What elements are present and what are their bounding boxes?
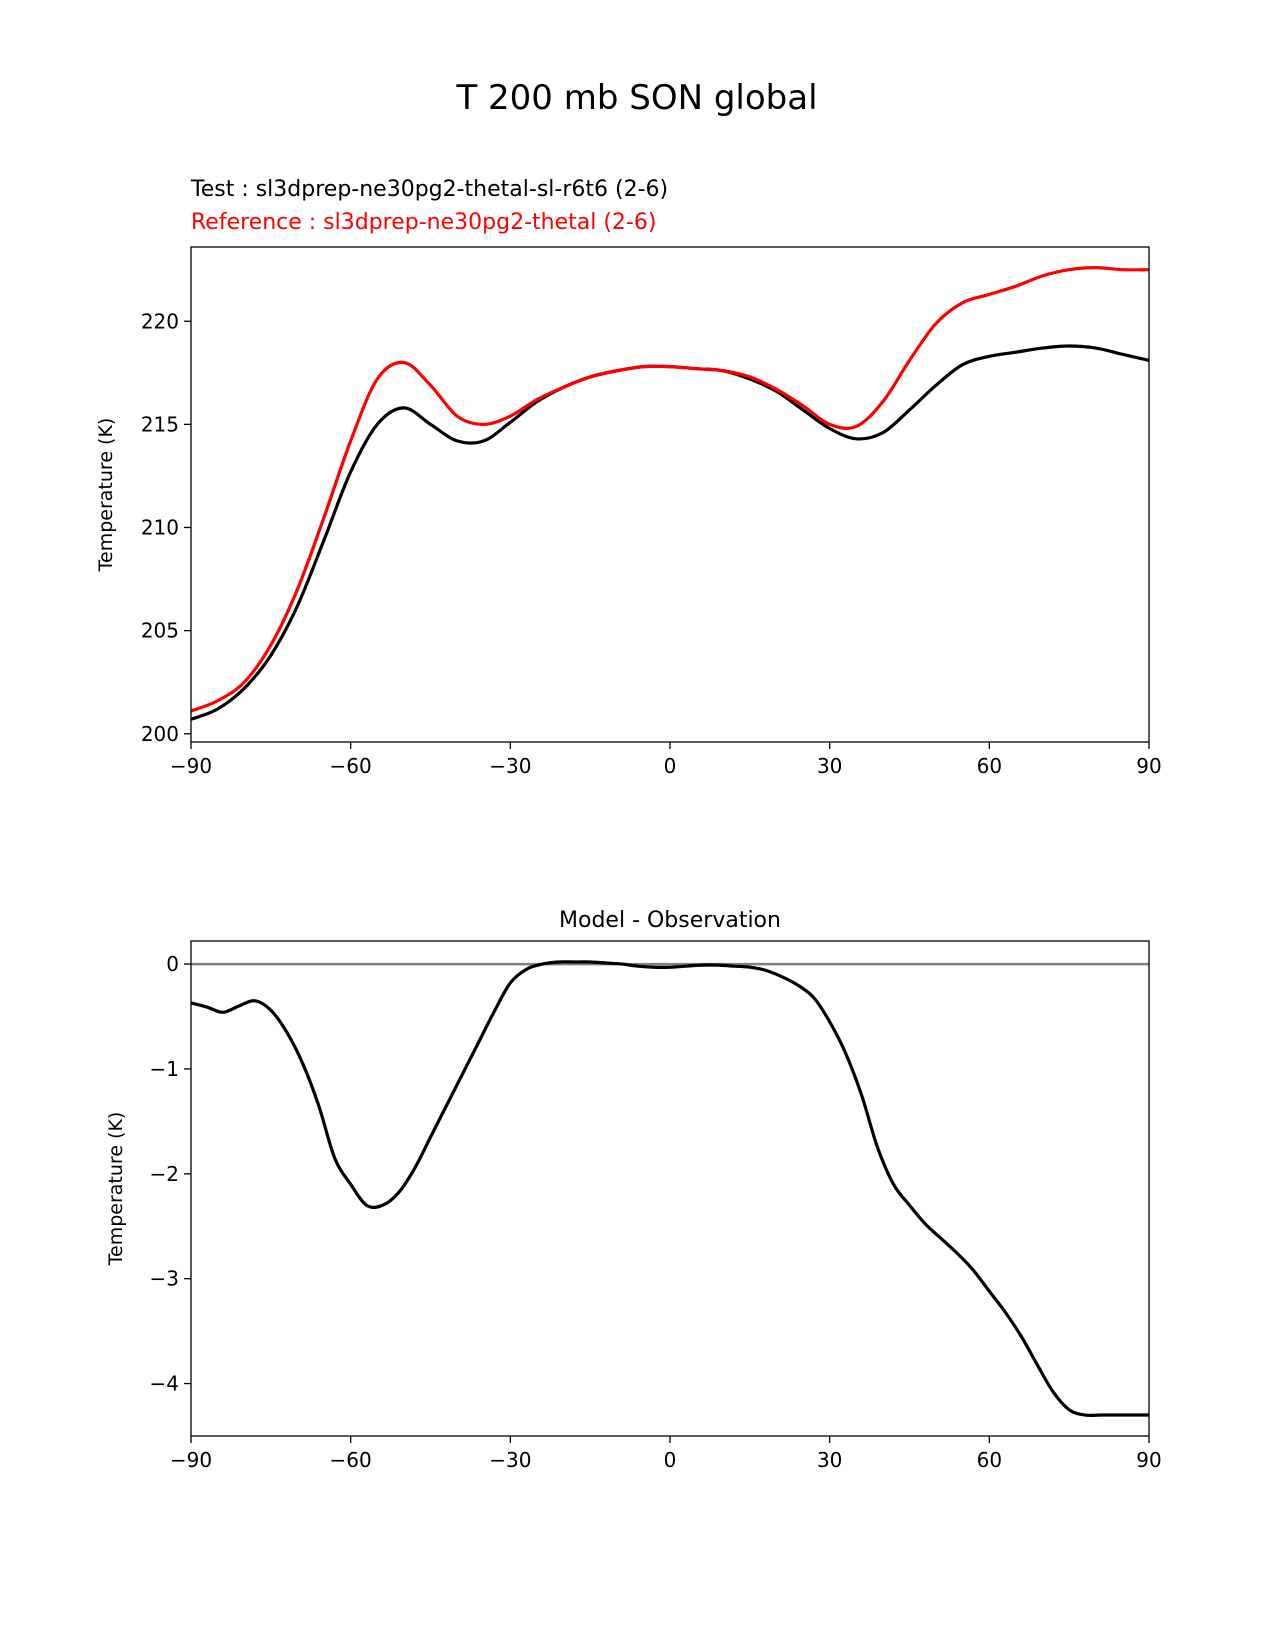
top-y-tick-label: 205: [141, 619, 179, 643]
top-y-tick-label: 200: [141, 722, 179, 746]
bottom-y-tick-label: 0: [166, 952, 179, 976]
top-y-tick-label: 210: [141, 516, 179, 540]
bottom-x-tick-label: −30: [489, 1448, 531, 1472]
top-y-tick-label: 215: [141, 412, 179, 436]
legend-test-label: Test : sl3dprep-ne30pg2-thetal-sl-r6t6 (…: [190, 177, 668, 202]
top-y-tick-label: 220: [141, 309, 179, 333]
bottom-y-tick-label: −4: [150, 1372, 179, 1396]
bottom-panel-title: Model - Observation: [559, 908, 781, 933]
top-panel-temperature: −90 −60 −30 0 30 60 90 200 205 210 215 220 Temperatu…: [95, 246, 1162, 778]
figure-title: T 200 mb SON global: [455, 78, 817, 118]
top-x-tick-label: 0: [664, 754, 677, 778]
bottom-x-tick-label: −60: [330, 1448, 372, 1472]
bottom-series-difference-line: [190, 960, 1149, 1418]
top-x-tick-label: 90: [1136, 754, 1161, 778]
bottom-plot-frame: [190, 940, 1150, 1437]
top-series-test-line: [190, 344, 1150, 721]
bottom-panel-difference: Model - Observation −90 −60 −30 0 30 60 90 0 −1 −2…: [105, 908, 1162, 1472]
bottom-x-tick-label: −90: [170, 1448, 212, 1472]
bottom-y-tick-label: −2: [150, 1162, 179, 1186]
top-x-tick-label: 30: [817, 754, 842, 778]
top-x-tick-label: −30: [489, 754, 531, 778]
bottom-y-axis-label: Temperature (K): [105, 1112, 127, 1267]
top-x-tick-label: 60: [977, 754, 1002, 778]
bottom-x-tick-label: 30: [817, 1448, 842, 1472]
top-y-axis-label: Temperature (K): [95, 418, 117, 573]
bottom-y-tick-label: −3: [150, 1267, 179, 1291]
bottom-x-tick-label: 0: [664, 1448, 677, 1472]
bottom-y-tick-label: −1: [150, 1057, 179, 1081]
top-x-tick-label: −90: [170, 754, 212, 778]
bottom-x-tick-label: 60: [977, 1448, 1002, 1472]
top-plot-frame: [190, 246, 1150, 743]
top-series-reference-line: [190, 266, 1150, 713]
legend-reference-label: Reference : sl3dprep-ne30pg2-thetal (2-6…: [191, 210, 656, 235]
top-x-tick-label: −60: [330, 754, 372, 778]
bottom-x-tick-label: 90: [1136, 1448, 1161, 1472]
